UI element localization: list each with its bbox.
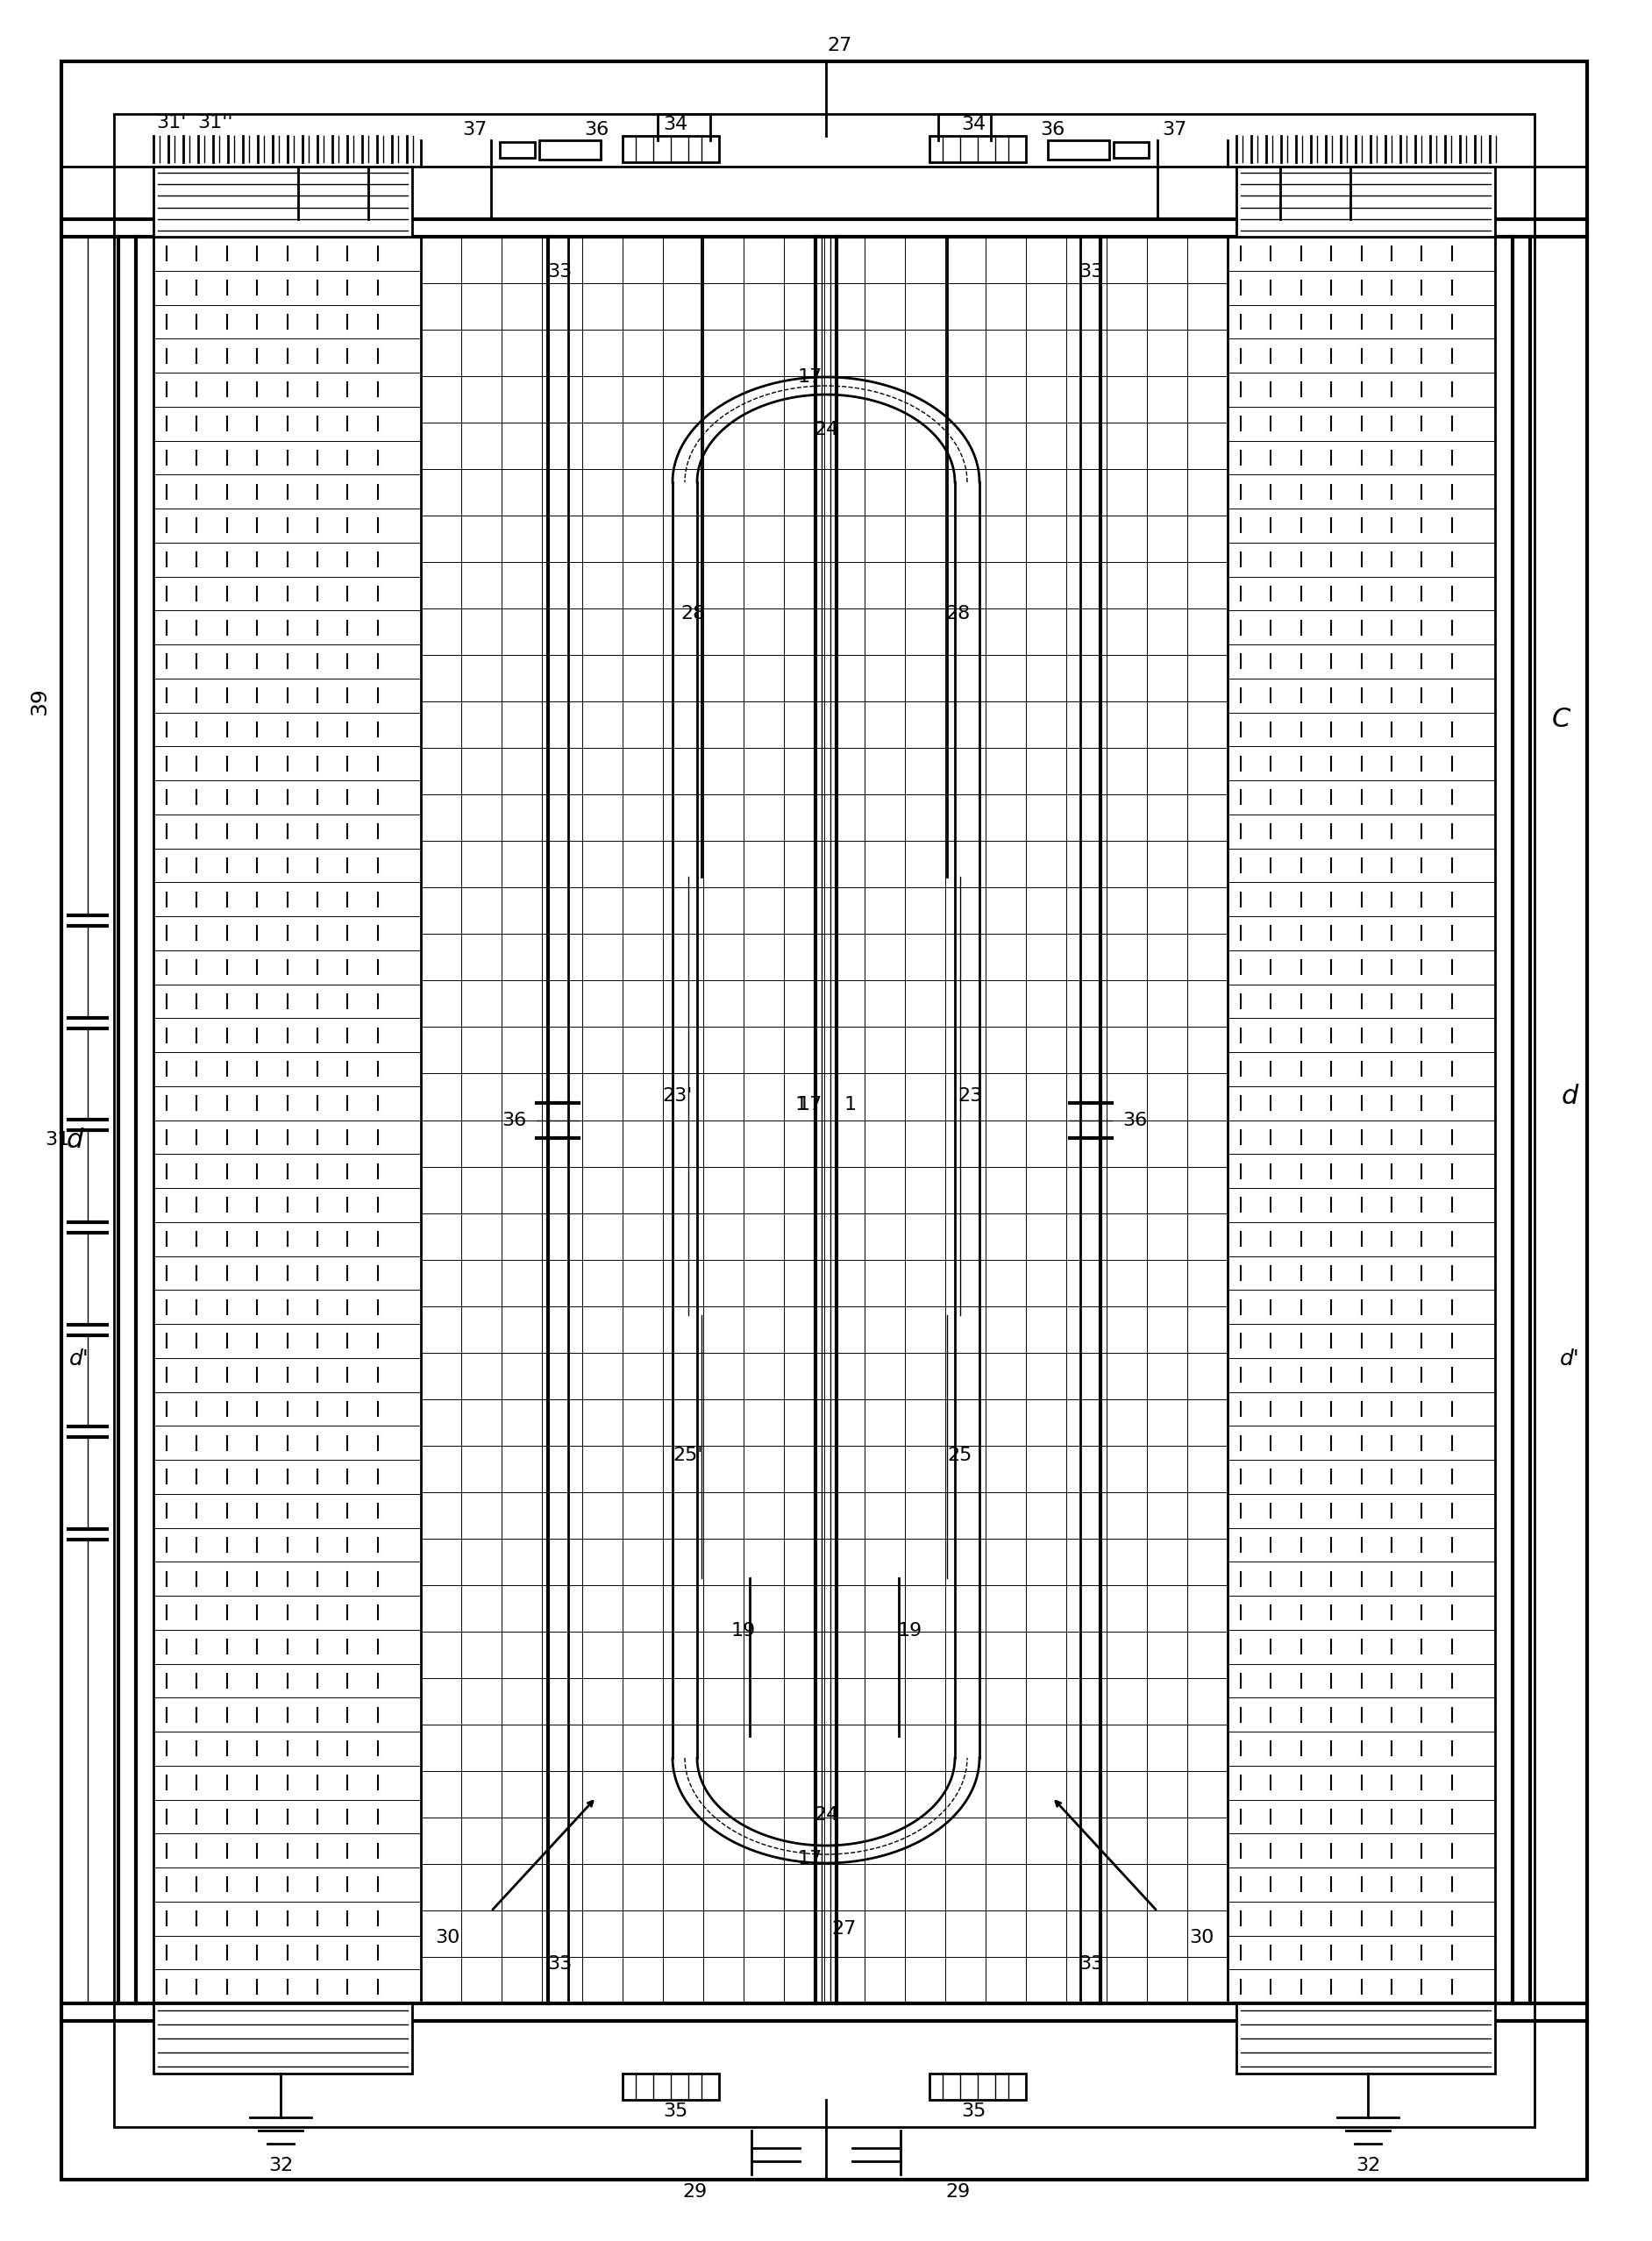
Text: 28: 28 (681, 605, 705, 623)
Text: 33: 33 (1079, 1954, 1104, 1972)
Text: 25': 25' (674, 1448, 704, 1463)
Text: 34: 34 (662, 117, 687, 132)
Text: 35: 35 (961, 2102, 986, 2120)
Text: 29: 29 (682, 2183, 707, 2201)
Bar (623, 2073, 719, 2100)
Text: 1: 1 (844, 1096, 857, 1114)
Text: 28: 28 (945, 605, 970, 623)
Text: 33: 33 (547, 262, 572, 280)
Text: 17: 17 (798, 1096, 823, 1114)
Text: 32: 32 (1356, 2156, 1381, 2174)
Text: d': d' (1559, 1349, 1579, 1369)
Text: 36: 36 (583, 121, 608, 139)
Text: 17: 17 (798, 368, 823, 385)
Bar (930, 137, 1026, 161)
Text: 31: 31 (45, 1132, 69, 1150)
Text: 27: 27 (826, 36, 851, 54)
Bar (1236, 166, 1495, 238)
Text: 19: 19 (732, 1622, 757, 1640)
Text: d: d (1561, 1082, 1578, 1109)
Text: 29: 29 (945, 2183, 970, 2201)
Bar (1236, 2003, 1495, 2073)
Bar (501, 141, 535, 157)
Bar (1227, 238, 1495, 2003)
Text: 34: 34 (961, 117, 986, 132)
Text: 32: 32 (268, 2156, 292, 2174)
Text: 33: 33 (1079, 262, 1104, 280)
Text: 23: 23 (958, 1087, 983, 1105)
Text: 31'': 31'' (197, 114, 233, 132)
Bar (1113, 141, 1148, 157)
Text: 24: 24 (814, 1806, 838, 1824)
Text: 37: 37 (1161, 121, 1186, 139)
Text: 1: 1 (795, 1096, 808, 1114)
Bar (114, 114, 1535, 2127)
Text: 27: 27 (831, 1921, 856, 1938)
Text: 39: 39 (30, 688, 50, 715)
Bar (1047, 141, 1108, 159)
Text: C: C (1551, 706, 1569, 731)
Bar (623, 137, 719, 161)
Bar (539, 141, 601, 159)
Text: 36: 36 (501, 1112, 525, 1129)
Text: d: d (66, 1127, 83, 1152)
Text: 30: 30 (434, 1930, 459, 1947)
Text: d': d' (69, 1349, 89, 1369)
Text: 30: 30 (1189, 1930, 1214, 1947)
Text: 33: 33 (547, 1954, 572, 1972)
Text: 36: 36 (1039, 121, 1064, 139)
Text: 31': 31' (155, 114, 187, 132)
Bar (154, 2003, 411, 2073)
Bar (930, 2073, 1026, 2100)
Text: 36: 36 (1122, 1112, 1146, 1129)
Text: 35: 35 (662, 2102, 687, 2120)
Text: 25: 25 (948, 1448, 973, 1463)
Text: 17: 17 (798, 1851, 823, 1867)
Text: 24: 24 (814, 421, 838, 439)
Bar (154, 166, 411, 238)
Text: 19: 19 (897, 1622, 922, 1640)
Text: 23': 23' (662, 1087, 692, 1105)
Text: 37: 37 (463, 121, 487, 139)
Bar (154, 238, 421, 2003)
